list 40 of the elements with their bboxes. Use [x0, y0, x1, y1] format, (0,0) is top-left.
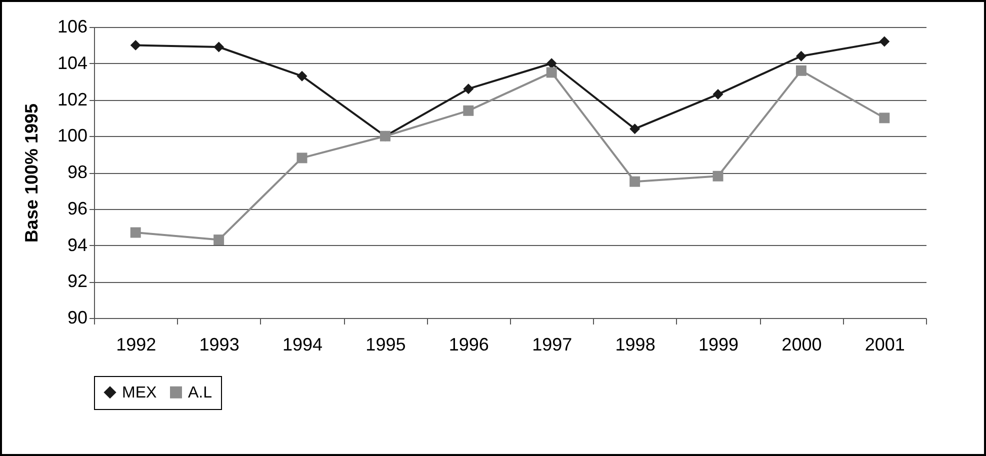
x-tick-label: 2001: [864, 334, 905, 354]
y-tick-label: 90: [67, 308, 88, 328]
point: [546, 58, 557, 69]
x-tick-label: 1993: [199, 334, 240, 354]
x-tick-label: 1992: [116, 334, 156, 354]
point: [546, 67, 557, 78]
point: [712, 89, 724, 100]
point: [630, 176, 640, 187]
point: [130, 40, 141, 50]
y-axis-title: Base 100% 1995: [21, 103, 42, 243]
x-tick-label: 1994: [282, 334, 323, 354]
y-tick-label: 104: [57, 52, 88, 73]
point: [463, 84, 474, 94]
y-tick-label: 96: [67, 198, 88, 218]
y-tick-label: 100: [57, 126, 88, 146]
point: [296, 70, 308, 82]
x-tick-label: 1999: [698, 334, 739, 354]
point: [879, 36, 890, 47]
x-tick-label: 1997: [532, 334, 572, 354]
point: [463, 105, 474, 116]
y-tick-label: 106: [57, 16, 88, 36]
x-tick-label: 1995: [366, 334, 406, 354]
y-tick-label: 98: [67, 162, 88, 182]
point: [130, 227, 141, 238]
legend-label: MEX: [122, 384, 157, 402]
point: [296, 152, 308, 164]
point: [214, 42, 224, 52]
y-tick-label: 102: [57, 89, 88, 110]
point: [630, 124, 640, 134]
x-tick-label: 2000: [782, 334, 822, 354]
x-tick-label: 1996: [448, 334, 489, 354]
point: [214, 234, 224, 246]
legend-label: A.L: [188, 384, 212, 402]
point: [796, 65, 806, 76]
point: [796, 50, 806, 62]
y-tick-label: 92: [67, 271, 88, 292]
point: [879, 112, 890, 124]
point: [712, 170, 724, 182]
x-tick-label: 1998: [615, 334, 656, 354]
y-tick-label: 94: [67, 234, 88, 255]
